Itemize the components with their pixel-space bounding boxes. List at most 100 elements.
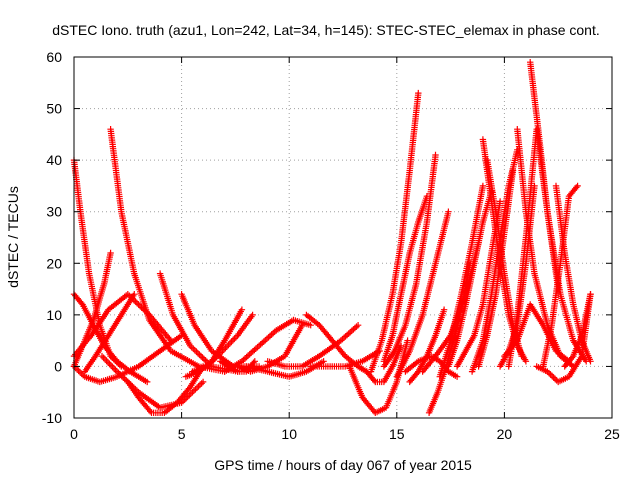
data-series xyxy=(393,208,452,380)
data-point-markers xyxy=(539,322,559,353)
y-tick-label: 40 xyxy=(46,152,62,168)
data-point-markers xyxy=(189,363,209,375)
data-point-markers xyxy=(393,349,412,380)
data-point-markers xyxy=(135,348,162,370)
data-point-markers xyxy=(415,353,433,365)
data-point-markers xyxy=(423,151,439,226)
data-point-markers xyxy=(367,339,385,375)
data-point-markers xyxy=(146,316,173,353)
data-point-markers xyxy=(234,311,256,339)
data-point-markers xyxy=(555,374,571,386)
data-point-markers xyxy=(391,324,408,355)
data-series xyxy=(178,291,263,370)
data-series xyxy=(363,342,405,386)
data-series xyxy=(156,270,241,375)
data-point-markers xyxy=(234,363,252,374)
data-point-markers xyxy=(552,347,573,365)
data-point-markers xyxy=(286,369,308,380)
data-point-markers xyxy=(243,363,269,375)
data-point-markers xyxy=(346,363,365,399)
data-series xyxy=(367,89,422,375)
data-series xyxy=(70,332,185,386)
data-series xyxy=(561,291,594,370)
data-point-markers xyxy=(178,291,197,327)
x-tick-label: 25 xyxy=(604,426,620,442)
data-point-markers xyxy=(98,352,119,374)
data-point-markers xyxy=(221,359,244,375)
data-point-markers xyxy=(135,394,154,415)
x-axis-label: GPS time / hours of day 067 of year 2015 xyxy=(214,457,472,473)
data-point-markers xyxy=(380,334,395,365)
x-tick-label: 15 xyxy=(389,426,405,442)
data-point-markers xyxy=(135,389,162,410)
data-point-markers xyxy=(81,373,102,385)
y-tick-label: 60 xyxy=(46,49,62,65)
data-point-markers xyxy=(389,293,404,339)
data-point-markers xyxy=(90,282,107,324)
data-point-markers xyxy=(118,291,138,319)
data-point-markers xyxy=(479,293,495,344)
data-point-markers xyxy=(402,282,419,329)
data-point-markers xyxy=(290,316,314,329)
data-point-markers xyxy=(221,306,246,344)
data-point-markers xyxy=(514,126,529,213)
data-point-markers xyxy=(182,369,201,380)
data-point-markers xyxy=(255,328,278,349)
data-point-markers xyxy=(458,241,475,298)
data-point-markers xyxy=(578,291,594,339)
data-point-markers xyxy=(77,208,92,275)
data-point-markers xyxy=(337,322,362,344)
data-point-markers xyxy=(273,317,295,334)
data-point-markers xyxy=(118,208,137,275)
data-point-markers xyxy=(475,334,490,370)
data-point-markers xyxy=(126,368,151,386)
x-axis-ticks: 0 5 10 15 20 25 xyxy=(70,57,620,442)
data-point-markers xyxy=(191,322,214,353)
data-point-markers xyxy=(298,353,321,370)
data-point-markers xyxy=(561,249,577,306)
data-point-markers xyxy=(92,334,111,360)
data-point-markers xyxy=(445,368,461,380)
x-tick-label: 20 xyxy=(497,426,513,442)
data-point-markers xyxy=(531,270,551,327)
data-point-markers xyxy=(570,334,585,360)
x-tick-label: 0 xyxy=(70,426,78,442)
x-tick-label: 5 xyxy=(178,426,186,442)
data-point-markers xyxy=(522,208,538,275)
data-point-markers xyxy=(70,156,84,213)
data-point-markers xyxy=(462,262,477,308)
data-series xyxy=(380,151,439,370)
data-point-markers xyxy=(527,59,542,136)
data-point-markers xyxy=(156,270,176,316)
data-point-markers xyxy=(359,394,378,415)
y-tick-label: 20 xyxy=(46,255,62,271)
data-point-markers xyxy=(81,354,98,375)
data-point-markers xyxy=(264,368,291,380)
data-point-markers xyxy=(468,339,486,375)
data-point-markers xyxy=(178,378,207,406)
data-point-markers xyxy=(544,208,564,296)
data-series xyxy=(436,182,487,380)
data-point-markers xyxy=(378,293,396,344)
data-series xyxy=(380,193,431,365)
chart-title: dSTEC Iono. truth (azu1, Lon=242, Lat=34… xyxy=(52,22,599,38)
data-point-markers xyxy=(105,292,130,313)
data-point-markers xyxy=(329,337,348,358)
data-point-markers xyxy=(380,364,395,386)
data-point-markers xyxy=(161,400,179,416)
y-tick-label: 10 xyxy=(46,307,62,323)
data-point-markers xyxy=(96,374,119,386)
y-tick-label: 30 xyxy=(46,204,62,220)
data-point-markers xyxy=(105,313,124,339)
data-point-markers xyxy=(219,333,240,355)
data-point-markers xyxy=(447,293,465,344)
data-point-markers xyxy=(453,349,468,370)
data-point-markers xyxy=(471,303,486,339)
data-point-markers xyxy=(303,311,321,328)
data-point-markers xyxy=(397,251,413,298)
data-point-markers xyxy=(432,306,448,339)
data-point-markers xyxy=(169,311,193,348)
data-point-markers xyxy=(406,313,426,355)
data-point-markers xyxy=(174,385,193,406)
